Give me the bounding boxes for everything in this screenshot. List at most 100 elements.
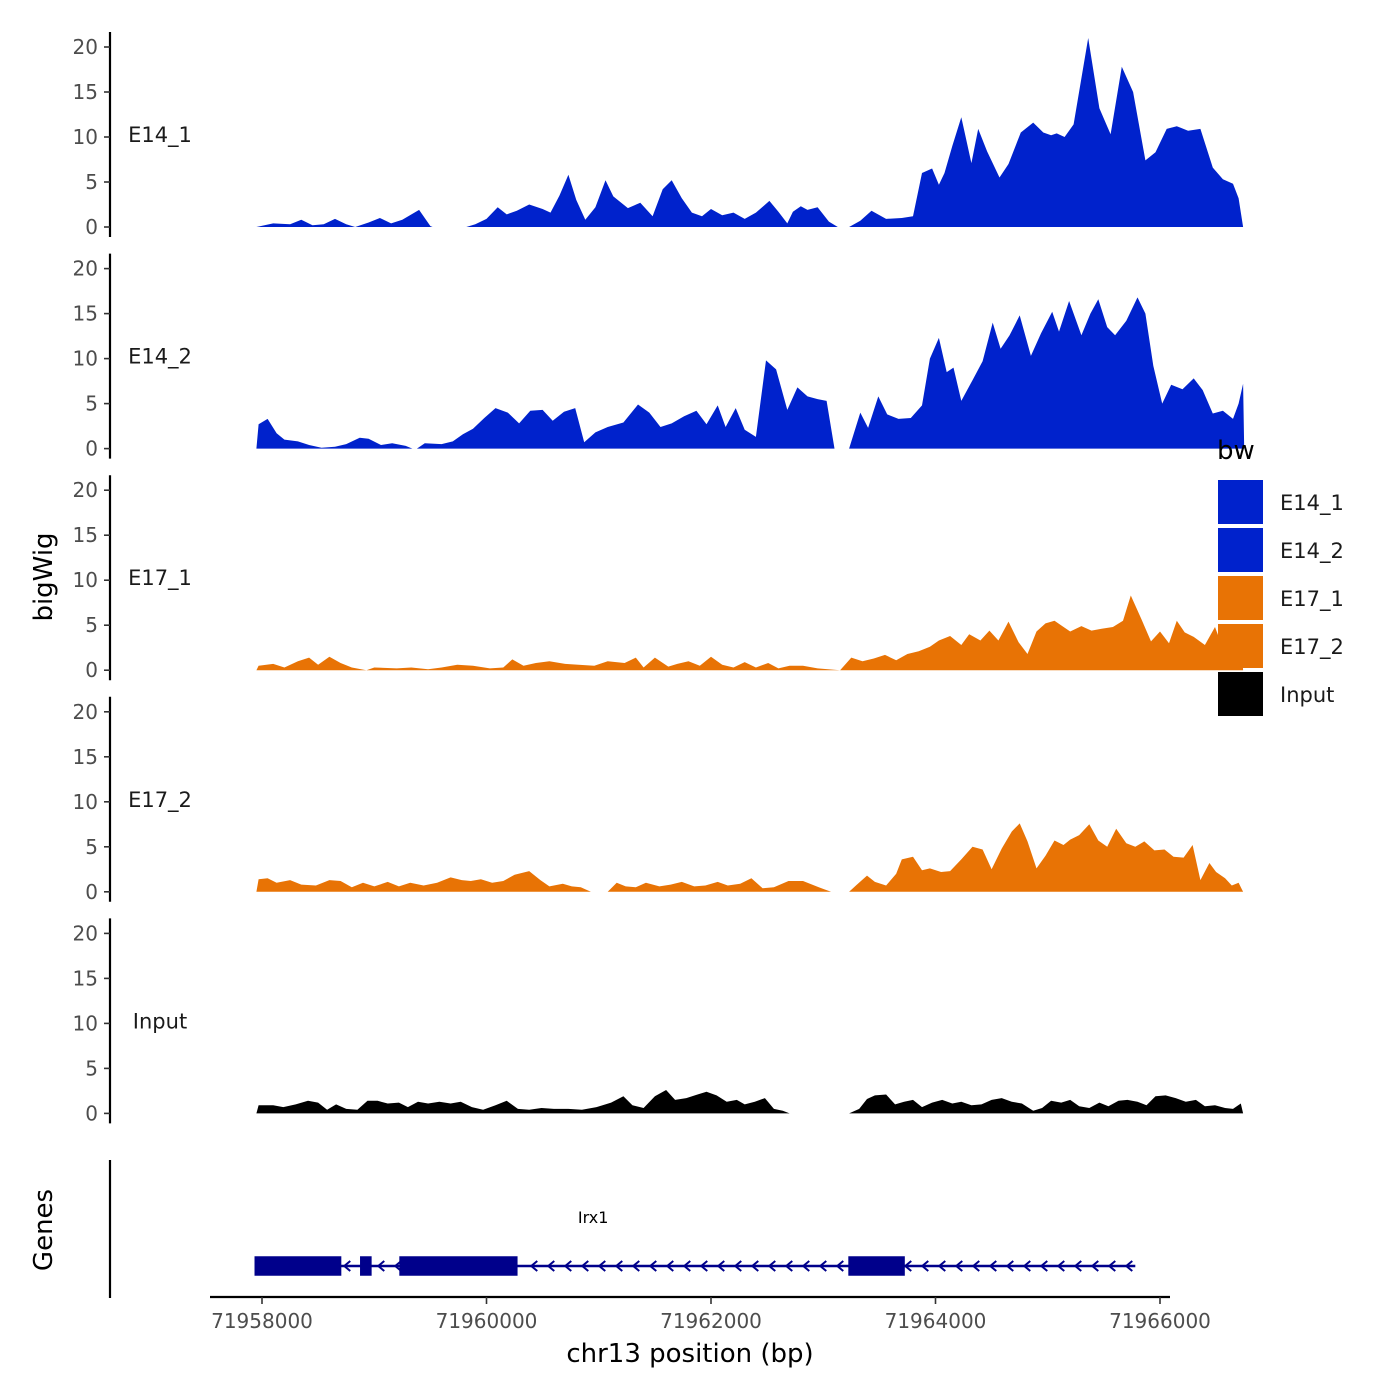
track-e17-2: 0 5 10 15 20 E17_2 — [73, 696, 1244, 904]
strand-arrow — [954, 1260, 963, 1272]
strand-arrow — [665, 1260, 674, 1272]
y-tick-label: 0 — [85, 658, 98, 682]
strand-arrow — [716, 1260, 725, 1272]
strand-arrow — [682, 1260, 691, 1272]
y-tick-label: 5 — [85, 170, 98, 194]
strand-arrow — [835, 1260, 844, 1272]
y-tick-label: 20 — [73, 921, 98, 945]
legend: bw E14_1 E14_2 E17_1 E17_2 Input — [1217, 436, 1344, 716]
y-tick-label: 5 — [85, 392, 98, 416]
strand-arrow — [971, 1260, 980, 1272]
y-tick-label: 20 — [73, 700, 98, 724]
signal-area-e14-2 — [256, 297, 1245, 449]
x-axis: 71958000 71960000 71962000 71964000 71966000 — [210, 1295, 1211, 1333]
y-tick-label: 20 — [73, 478, 98, 502]
track-label: Input — [133, 1009, 187, 1033]
gene-exon — [360, 1256, 372, 1276]
track-input: 0 5 10 15 20 Input — [73, 918, 1244, 1125]
x-tick-label: 71966000 — [1109, 1309, 1211, 1333]
gene-exon — [399, 1256, 518, 1276]
y-tick-label: 15 — [73, 80, 98, 104]
strand-arrow — [903, 1260, 912, 1272]
x-tick-label: 71962000 — [660, 1309, 762, 1333]
legend-swatch — [1218, 672, 1263, 716]
y-tick-label: 5 — [85, 613, 98, 637]
gene-exon — [254, 1256, 342, 1276]
y-tick-label: 15 — [73, 745, 98, 769]
strand-arrow — [648, 1260, 657, 1272]
strand-arrow — [767, 1260, 776, 1272]
strand-arrow — [1022, 1260, 1031, 1272]
track-e14-1: 0 5 10 15 20 E14_1 — [73, 32, 1244, 239]
y-tick-label: 0 — [85, 437, 98, 461]
y-axis-title: bigWig — [29, 532, 59, 621]
strand-arrow — [1073, 1260, 1082, 1272]
strand-arrow — [1090, 1260, 1099, 1272]
legend-swatch — [1218, 624, 1263, 668]
genes-axis-title: Genes — [29, 1189, 59, 1271]
legend-swatch — [1218, 576, 1263, 620]
strand-arrow — [393, 1260, 402, 1272]
strand-arrow — [750, 1260, 759, 1272]
strand-arrow — [920, 1260, 929, 1272]
y-tick-label: 10 — [73, 347, 98, 371]
signal-area-e14-1 — [256, 38, 1244, 227]
signal-area-e17-1 — [256, 595, 1244, 671]
strand-arrow — [988, 1260, 997, 1272]
y-tick-label: 0 — [85, 1101, 98, 1125]
legend-label: E14_1 — [1280, 491, 1344, 516]
legend-label: Input — [1280, 683, 1334, 707]
strand-arrow — [733, 1260, 742, 1272]
gene-label: Irx1 — [578, 1208, 609, 1227]
track-e17-1: 0 5 10 15 20 E17_1 — [73, 475, 1244, 682]
legend-swatch — [1218, 480, 1263, 524]
y-tick-label: 5 — [85, 835, 98, 859]
y-tick-label: 20 — [73, 35, 98, 59]
strand-arrow — [1107, 1260, 1116, 1272]
track-label: E17_2 — [128, 788, 192, 813]
y-tick-label: 0 — [85, 880, 98, 904]
strand-arrow — [342, 1260, 351, 1272]
y-tick-label: 10 — [73, 790, 98, 814]
y-tick-label: 0 — [85, 215, 98, 239]
track-e14-2: 0 5 10 15 20 E14_2 — [73, 253, 1245, 461]
strand-arrow — [699, 1260, 708, 1272]
y-tick-label: 10 — [73, 568, 98, 592]
track-label: E17_1 — [128, 566, 192, 591]
strand-arrow — [580, 1260, 589, 1272]
y-tick-label: 20 — [73, 257, 98, 281]
legend-title: bw — [1217, 436, 1255, 466]
strand-arrow — [801, 1260, 810, 1272]
track-label: E14_2 — [128, 345, 192, 370]
legend-label: E17_1 — [1280, 587, 1344, 612]
strand-arrow — [529, 1260, 538, 1272]
x-tick-label: 71964000 — [885, 1309, 987, 1333]
strand-arrow — [614, 1260, 623, 1272]
strand-arrow — [818, 1260, 827, 1272]
track-label: E14_1 — [128, 123, 192, 148]
strand-arrow — [1005, 1260, 1014, 1272]
y-tick-label: 10 — [73, 1011, 98, 1035]
signal-area-input — [256, 1090, 1244, 1114]
x-axis-title: chr13 position (bp) — [566, 1339, 813, 1369]
x-tick-label: 71960000 — [436, 1309, 538, 1333]
strand-arrow — [1039, 1260, 1048, 1272]
strand-arrow — [546, 1260, 555, 1272]
legend-swatch — [1218, 528, 1263, 572]
legend-label: E17_2 — [1280, 635, 1344, 660]
y-tick-label: 10 — [73, 125, 98, 149]
strand-arrow — [631, 1260, 640, 1272]
strand-arrow — [1056, 1260, 1065, 1272]
legend-label: E14_2 — [1280, 539, 1344, 564]
strand-arrow — [597, 1260, 606, 1272]
strand-arrow — [784, 1260, 793, 1272]
strand-arrow — [937, 1260, 946, 1272]
gene-exon — [848, 1256, 905, 1276]
gene-panel: Irx1 — [108, 1160, 1136, 1298]
strand-arrow — [1124, 1260, 1133, 1272]
strand-arrow — [376, 1260, 385, 1272]
x-tick-label: 71958000 — [211, 1309, 313, 1333]
y-tick-label: 15 — [73, 302, 98, 326]
strand-arrow — [563, 1260, 572, 1272]
